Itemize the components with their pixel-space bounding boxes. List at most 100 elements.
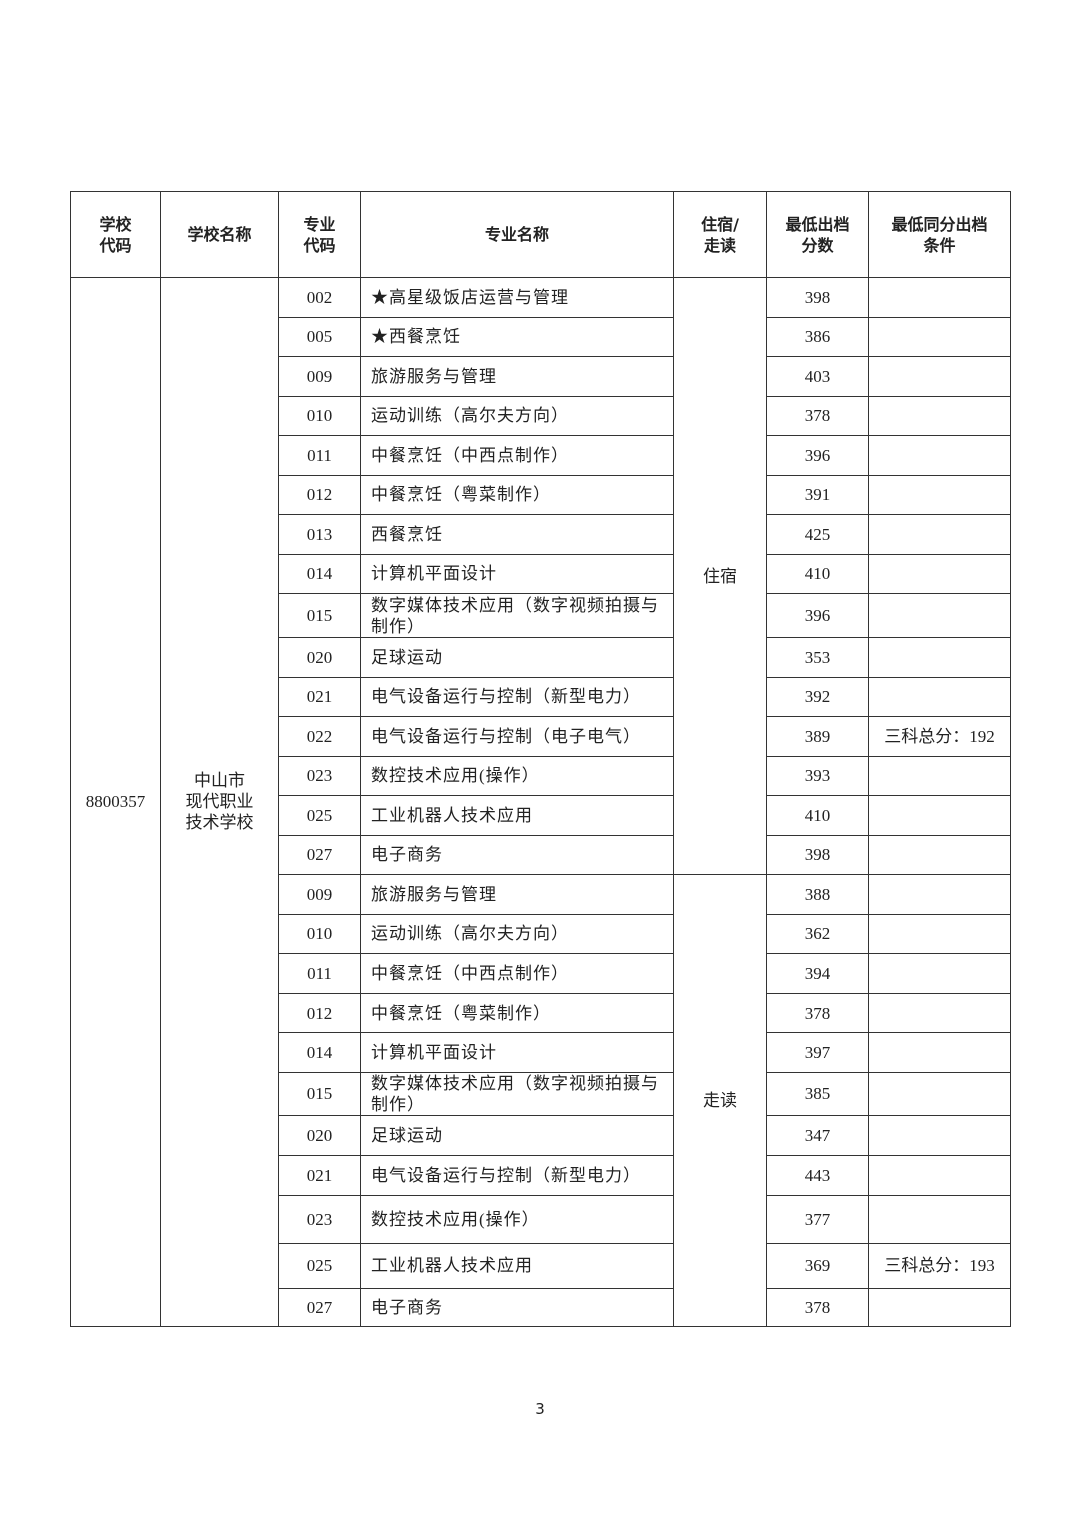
header-row: 学校 代码 学校名称 专业 代码 专业名称 住宿/ 走读 最低出档 分数 最低同分出档 条件 bbox=[70, 191, 1011, 278]
major-code: 022 bbox=[278, 716, 361, 757]
min-score: 410 bbox=[766, 795, 869, 836]
tie-condition-cell bbox=[868, 1194, 1011, 1244]
min-score: 391 bbox=[766, 474, 869, 515]
major-code: 020 bbox=[278, 637, 361, 678]
page-number: 3 bbox=[535, 1400, 545, 1418]
tie-condition-cell bbox=[868, 356, 1011, 397]
school-code: 8800357 bbox=[70, 277, 161, 1327]
major-name: 运动训练（高尔夫方向） bbox=[360, 395, 674, 436]
major-code: 010 bbox=[278, 395, 361, 436]
table-row: 013 西餐烹饪 425 bbox=[71, 514, 1011, 555]
major-name: 中餐烹饪（粤菜制作） bbox=[360, 992, 674, 1034]
table-row: 027 电子商务 378 bbox=[71, 1287, 1011, 1327]
major-code: 009 bbox=[278, 356, 361, 397]
min-score: 403 bbox=[766, 356, 869, 397]
table-body: 8800357 中山市 现代职业 技术学校 002 ★高星级饭店运营与管理 住宿 398 0… bbox=[70, 277, 1011, 1327]
major-code: 012 bbox=[278, 474, 361, 515]
major-code: 023 bbox=[278, 1194, 361, 1244]
table-row: 025 工业机器人技术应用 369 三科总分：193 bbox=[71, 1242, 1011, 1289]
tie-condition-cell bbox=[868, 1287, 1011, 1327]
major-name: 电气设备运行与控制（电子电气） bbox=[360, 716, 674, 757]
major-name: 足球运动 bbox=[360, 1114, 674, 1156]
major-code: 027 bbox=[278, 1287, 361, 1327]
tie-condition-cell bbox=[868, 1032, 1011, 1073]
table-row: 009 旅游服务与管理 403 bbox=[71, 356, 1011, 397]
tie-condition-cell bbox=[868, 676, 1011, 717]
major-name: 电子商务 bbox=[360, 1287, 674, 1327]
tie-condition-cell bbox=[868, 277, 1011, 318]
major-code: 010 bbox=[278, 913, 361, 955]
table-row: 023 数控技术应用(操作） 393 bbox=[71, 755, 1011, 796]
tie-condition-cell bbox=[868, 992, 1011, 1034]
major-name: 运动训练（高尔夫方向） bbox=[360, 913, 674, 955]
major-code: 023 bbox=[278, 755, 361, 796]
table-row: 005 ★西餐烹饪 386 bbox=[71, 316, 1011, 357]
major-code: 002 bbox=[278, 277, 361, 318]
min-score: 443 bbox=[766, 1154, 869, 1196]
major-name: ★高星级饭店运营与管理 bbox=[360, 277, 674, 318]
min-score: 388 bbox=[766, 874, 869, 915]
major-code: 021 bbox=[278, 676, 361, 717]
min-score: 378 bbox=[766, 1287, 869, 1327]
major-name: 数控技术应用(操作） bbox=[360, 1194, 674, 1244]
major-name: 工业机器人技术应用 bbox=[360, 1242, 674, 1289]
table-row: 012 中餐烹饪（粤菜制作） 391 bbox=[71, 474, 1011, 515]
table-row: 021 电气设备运行与控制（新型电力） 443 bbox=[71, 1154, 1011, 1196]
header-cell: 最低出档 分数 bbox=[766, 191, 869, 278]
min-score: 378 bbox=[766, 992, 869, 1034]
tie-condition-cell bbox=[868, 755, 1011, 796]
min-score: 410 bbox=[766, 553, 869, 594]
tie-condition-cell bbox=[868, 514, 1011, 555]
min-score: 347 bbox=[766, 1114, 869, 1156]
major-name: 西餐烹饪 bbox=[360, 514, 674, 555]
major-code: 011 bbox=[278, 953, 361, 994]
table-row: 010 运动训练（高尔夫方向） 378 bbox=[71, 395, 1011, 436]
min-score: 398 bbox=[766, 834, 869, 875]
table-row: 8800357 中山市 现代职业 技术学校 002 ★高星级饭店运营与管理 住宿 398 bbox=[70, 277, 1011, 1327]
min-score: 396 bbox=[766, 593, 869, 638]
tie-condition-cell bbox=[868, 553, 1011, 594]
major-name: 数控技术应用(操作） bbox=[360, 755, 674, 796]
major-name: 工业机器人技术应用 bbox=[360, 795, 674, 836]
header-cell: 专业 代码 bbox=[278, 191, 361, 278]
table-row: 021 电气设备运行与控制（新型电力） 392 bbox=[71, 676, 1011, 717]
tie-condition-cell bbox=[868, 316, 1011, 357]
min-score: 378 bbox=[766, 395, 869, 436]
major-name: 旅游服务与管理 bbox=[360, 874, 674, 915]
major-name: 中餐烹饪（中西点制作） bbox=[360, 953, 674, 994]
table-row: 022 电气设备运行与控制（电子电气） 389 三科总分：192 bbox=[71, 716, 1011, 757]
tie-condition: 三科总分：193 bbox=[868, 1242, 1011, 1289]
major-name: 中餐烹饪（中西点制作） bbox=[360, 435, 674, 476]
tie-condition: 三科总分：192 bbox=[868, 716, 1011, 757]
school-name: 中山市 现代职业 技术学校 bbox=[160, 277, 279, 1327]
min-score: 425 bbox=[766, 514, 869, 555]
tie-condition-cell bbox=[868, 637, 1011, 678]
min-score: 396 bbox=[766, 435, 869, 476]
min-score: 392 bbox=[766, 676, 869, 717]
tie-condition-cell bbox=[868, 593, 1011, 638]
major-code: 011 bbox=[278, 435, 361, 476]
min-score: 394 bbox=[766, 953, 869, 994]
tie-condition-cell bbox=[868, 913, 1011, 955]
major-code: 014 bbox=[278, 553, 361, 594]
table-row: 012 中餐烹饪（粤菜制作） 378 bbox=[71, 992, 1011, 1034]
tie-condition-cell bbox=[868, 953, 1011, 994]
major-code: 009 bbox=[278, 874, 361, 915]
major-name: ★西餐烹饪 bbox=[360, 316, 674, 357]
major-code: 015 bbox=[278, 1071, 361, 1116]
tie-condition-cell bbox=[868, 874, 1011, 915]
min-score: 369 bbox=[766, 1242, 869, 1289]
major-name: 计算机平面设计 bbox=[360, 1032, 674, 1073]
table-row: 014 计算机平面设计 397 bbox=[71, 1032, 1011, 1073]
table-row: 009 旅游服务与管理 走读 388 bbox=[71, 874, 1011, 1327]
boarding-mode: 住宿 bbox=[673, 277, 767, 875]
major-name: 计算机平面设计 bbox=[360, 553, 674, 594]
table-row: 025 工业机器人技术应用 410 bbox=[71, 795, 1011, 836]
table-row: 023 数控技术应用(操作） 377 bbox=[71, 1194, 1011, 1244]
min-score: 362 bbox=[766, 913, 869, 955]
min-score: 393 bbox=[766, 755, 869, 796]
tie-condition-cell bbox=[868, 1114, 1011, 1156]
table-row: 015 数字媒体技术应用（数字视频拍摄与制作） 385 bbox=[71, 1071, 1011, 1116]
min-score: 397 bbox=[766, 1032, 869, 1073]
